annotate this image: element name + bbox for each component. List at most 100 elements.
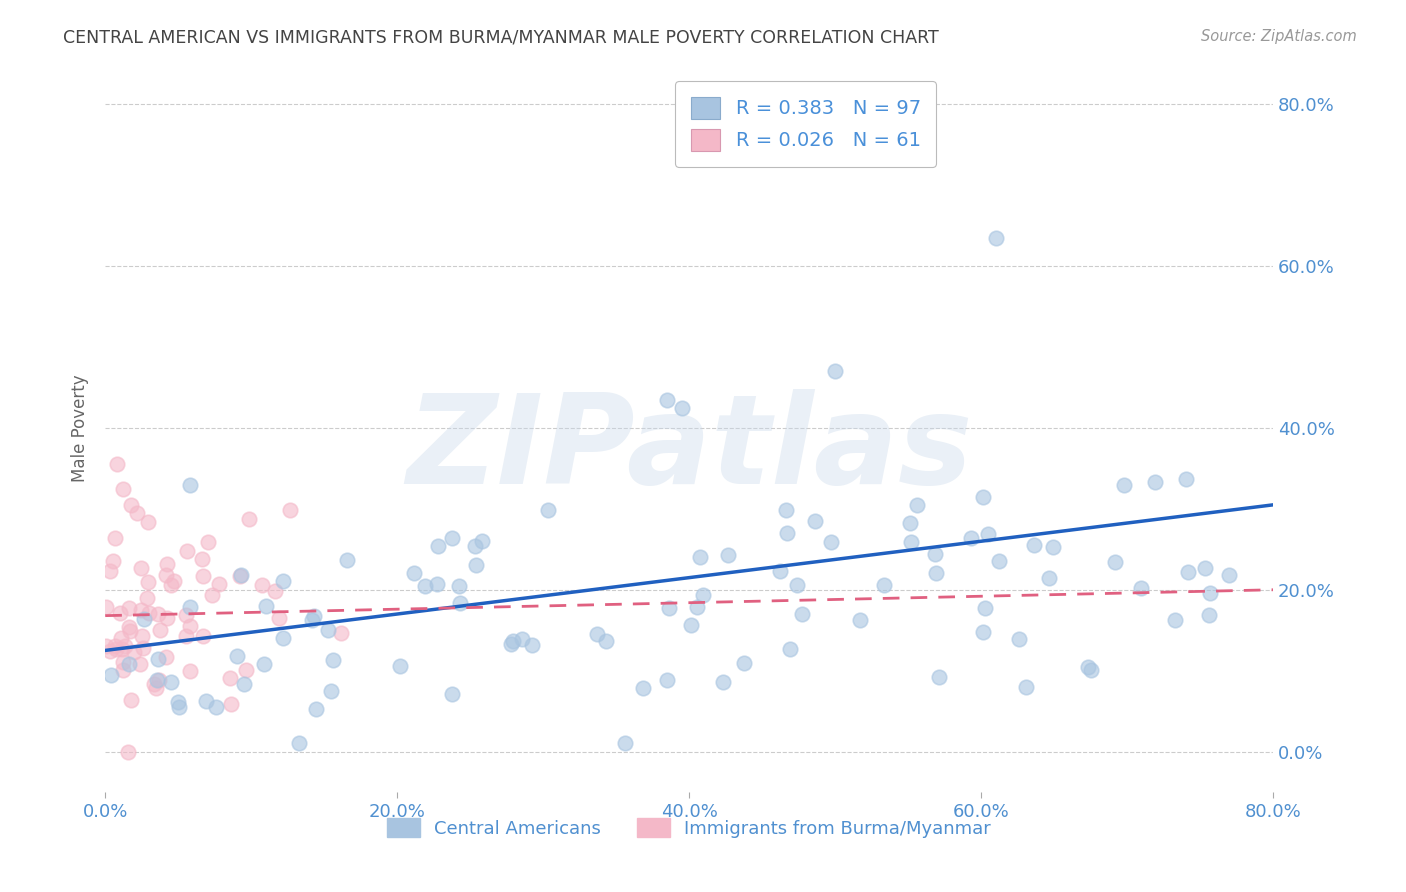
Point <box>229 569 252 583</box>
Point <box>174 629 197 643</box>
Point <box>219 671 242 685</box>
Point <box>226 648 249 663</box>
Point <box>413 579 436 593</box>
Point <box>179 478 201 492</box>
Point <box>179 619 201 633</box>
Point <box>537 502 560 516</box>
Point <box>254 599 277 614</box>
Point <box>100 564 122 578</box>
Point <box>464 540 486 554</box>
Point <box>114 639 136 653</box>
Point <box>145 681 167 695</box>
Point <box>1042 540 1064 554</box>
Point <box>117 745 139 759</box>
Point <box>271 574 294 589</box>
Point <box>191 551 214 566</box>
Point <box>120 624 142 639</box>
Point <box>138 606 160 620</box>
Point <box>717 548 740 562</box>
Point <box>301 613 323 627</box>
Point <box>1007 632 1029 647</box>
Point <box>235 663 257 677</box>
Point <box>322 653 344 667</box>
Point <box>197 535 219 549</box>
Point <box>586 627 609 641</box>
Point <box>96 600 118 615</box>
Text: ZIPatlas: ZIPatlas <box>406 389 973 510</box>
Text: Source: ZipAtlas.com: Source: ZipAtlas.com <box>1201 29 1357 44</box>
Point <box>108 606 131 620</box>
Point <box>657 392 679 407</box>
Point <box>111 642 134 657</box>
Point <box>305 702 328 716</box>
Point <box>134 612 156 626</box>
Point <box>1080 663 1102 677</box>
Point <box>122 645 145 659</box>
Point <box>848 613 870 627</box>
Point <box>98 644 121 658</box>
Text: CENTRAL AMERICAN VS IMMIGRANTS FROM BURMA/MYANMAR MALE POVERTY CORRELATION CHART: CENTRAL AMERICAN VS IMMIGRANTS FROM BURM… <box>63 29 939 46</box>
Point <box>127 506 149 520</box>
Point <box>302 609 325 624</box>
Point <box>1112 478 1135 492</box>
Point <box>1038 571 1060 585</box>
Point <box>163 574 186 588</box>
Point <box>110 632 132 646</box>
Point <box>101 553 124 567</box>
Point <box>775 503 797 517</box>
Point <box>318 624 340 638</box>
Point <box>117 620 139 634</box>
Point <box>263 583 285 598</box>
Point <box>733 657 755 671</box>
Point <box>449 596 471 610</box>
Point <box>824 364 846 378</box>
Point <box>873 578 896 592</box>
Point <box>131 640 153 655</box>
Point <box>440 532 463 546</box>
Legend: Central Americans, Immigrants from Burma/Myanmar: Central Americans, Immigrants from Burma… <box>380 811 998 845</box>
Point <box>128 657 150 672</box>
Point <box>253 657 276 671</box>
Point <box>111 482 134 496</box>
Point <box>104 639 127 653</box>
Point <box>94 640 117 654</box>
Point <box>689 550 711 565</box>
Point <box>135 591 157 606</box>
Point <box>1164 613 1187 627</box>
Point <box>804 515 827 529</box>
Point <box>148 673 170 687</box>
Point <box>657 673 679 688</box>
Point <box>156 557 179 571</box>
Point <box>973 601 995 615</box>
Point <box>501 637 523 651</box>
Point <box>924 547 946 561</box>
Point <box>1198 586 1220 600</box>
Point <box>449 579 471 593</box>
Point <box>779 642 801 657</box>
Point <box>977 527 1000 541</box>
Point <box>658 601 681 615</box>
Point <box>120 692 142 706</box>
Point <box>928 671 950 685</box>
Point <box>288 736 311 750</box>
Point <box>231 568 253 582</box>
Point <box>711 675 734 690</box>
Y-axis label: Male Poverty: Male Poverty <box>72 375 89 482</box>
Point <box>972 624 994 639</box>
Point <box>193 569 215 583</box>
Point <box>129 561 152 575</box>
Point <box>146 652 169 666</box>
Point <box>905 498 928 512</box>
Point <box>179 664 201 678</box>
Point <box>520 638 543 652</box>
Point <box>105 641 128 656</box>
Point <box>1177 565 1199 579</box>
Point <box>104 532 127 546</box>
Point <box>267 611 290 625</box>
Point <box>155 649 177 664</box>
Point <box>898 516 921 531</box>
Point <box>160 674 183 689</box>
Point <box>238 511 260 525</box>
Point <box>100 668 122 682</box>
Point <box>900 535 922 549</box>
